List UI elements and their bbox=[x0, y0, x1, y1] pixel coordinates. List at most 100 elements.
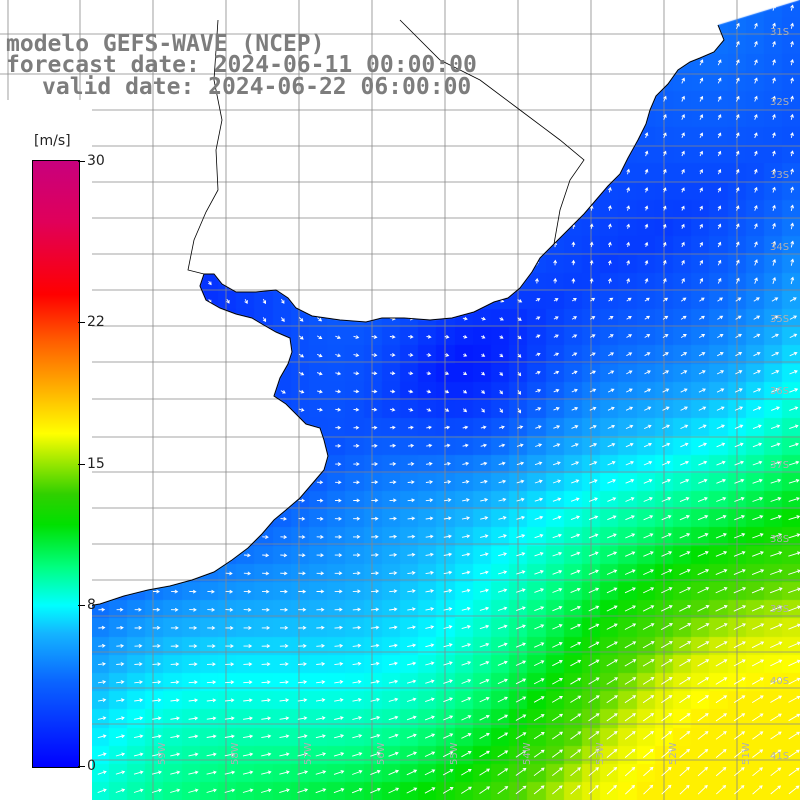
wind-arrow bbox=[516, 534, 526, 539]
wind-arrow bbox=[789, 369, 798, 375]
wind-arrow bbox=[497, 606, 508, 611]
wind-arrow bbox=[606, 569, 618, 575]
wind-arrow bbox=[298, 371, 305, 376]
wind-arrow bbox=[261, 589, 270, 594]
wind-arrow bbox=[644, 223, 649, 229]
wind-arrow bbox=[661, 713, 673, 722]
colorbar-tick bbox=[78, 463, 85, 465]
wind-arrow bbox=[642, 677, 655, 685]
wind-arrow bbox=[772, 222, 776, 230]
wind-arrow bbox=[735, 205, 740, 211]
wind-arrow bbox=[371, 425, 378, 430]
wind-arrow bbox=[152, 752, 162, 757]
wind-arrow bbox=[644, 132, 649, 139]
wind-arrow bbox=[662, 297, 669, 302]
wind-arrow bbox=[588, 587, 600, 594]
wind-arrow bbox=[480, 479, 488, 484]
wind-arrow bbox=[498, 425, 505, 430]
wind-arrow bbox=[754, 241, 758, 248]
wind-arrow bbox=[517, 335, 522, 340]
wind-arrow bbox=[734, 496, 745, 502]
wind-arrow bbox=[589, 461, 598, 466]
wind-arrow bbox=[753, 388, 762, 393]
colorbar-tick-label: 0 bbox=[87, 758, 96, 774]
wind-arrow bbox=[715, 569, 728, 576]
wind-arrow bbox=[734, 478, 745, 484]
wind-arrow bbox=[424, 769, 436, 776]
wind-arrow bbox=[406, 697, 417, 702]
wind-arrow bbox=[553, 334, 559, 338]
wind-arrow bbox=[662, 168, 667, 175]
wind-arrow bbox=[443, 625, 453, 629]
wind-arrow bbox=[406, 661, 417, 666]
wind-arrow bbox=[551, 696, 563, 703]
wind-arrow bbox=[735, 223, 740, 229]
wind-arrow bbox=[280, 553, 288, 558]
wind-arrow bbox=[188, 680, 198, 685]
wind-arrow bbox=[589, 406, 597, 411]
wind-arrow bbox=[770, 623, 783, 630]
longitude-label: 59W bbox=[157, 742, 168, 765]
wind-arrow bbox=[698, 370, 706, 375]
wind-arrow bbox=[790, 4, 794, 11]
wind-arrow bbox=[171, 589, 179, 594]
wind-arrow bbox=[316, 335, 323, 340]
wind-arrow bbox=[479, 606, 490, 611]
wind-arrow bbox=[426, 443, 433, 448]
wind-arrow bbox=[680, 297, 687, 302]
wind-arrow bbox=[389, 389, 396, 394]
wind-arrow bbox=[316, 607, 325, 612]
longitude-label: 58W bbox=[230, 742, 241, 765]
wind-arrow bbox=[370, 679, 380, 684]
wind-arrow bbox=[733, 695, 746, 703]
wind-arrow bbox=[788, 785, 800, 795]
wind-arrow bbox=[425, 461, 433, 466]
wind-arrow bbox=[754, 95, 758, 102]
wind-arrow bbox=[770, 749, 782, 758]
wind-arrow bbox=[735, 315, 742, 320]
wind-arrow bbox=[607, 259, 612, 266]
wind-arrow bbox=[660, 641, 673, 649]
wind-arrow bbox=[152, 644, 161, 648]
wind-arrow bbox=[589, 388, 597, 393]
wind-arrow bbox=[752, 460, 763, 466]
wind-arrow bbox=[225, 680, 235, 685]
wind-arrow bbox=[425, 661, 435, 666]
wind-arrow bbox=[426, 389, 432, 394]
wind-arrow bbox=[407, 443, 415, 448]
wind-arrow bbox=[298, 625, 307, 630]
wind-arrow bbox=[97, 680, 107, 684]
wind-arrow bbox=[644, 187, 649, 193]
wind-arrow bbox=[516, 588, 526, 593]
wind-arrow bbox=[353, 425, 360, 430]
wind-arrow bbox=[699, 169, 703, 175]
wind-arrow bbox=[533, 696, 545, 703]
wind-arrow bbox=[316, 589, 325, 594]
wind-arrow bbox=[624, 766, 636, 777]
wind-arrow bbox=[552, 642, 563, 648]
wind-arrow bbox=[370, 625, 380, 630]
wind-arrow bbox=[206, 662, 216, 667]
wind-arrow bbox=[733, 713, 746, 722]
wind-arrow bbox=[389, 552, 398, 557]
wind-arrow bbox=[661, 587, 673, 594]
wind-arrow bbox=[443, 570, 453, 575]
wind-arrow bbox=[116, 607, 124, 612]
wind-arrow bbox=[516, 570, 526, 575]
wind-arrow bbox=[643, 569, 654, 576]
wind-arrow bbox=[624, 695, 637, 704]
wind-arrow bbox=[370, 787, 381, 794]
wind-arrow bbox=[735, 187, 740, 193]
wind-arrow bbox=[734, 767, 745, 777]
wind-arrow bbox=[534, 461, 543, 466]
wind-arrow bbox=[207, 589, 215, 594]
wind-arrow bbox=[170, 716, 180, 721]
wind-arrow bbox=[115, 716, 125, 721]
wind-arrow bbox=[480, 461, 488, 466]
wind-arrow bbox=[261, 734, 272, 739]
wind-arrow bbox=[444, 408, 450, 412]
wind-arrow bbox=[570, 695, 582, 703]
wind-arrow bbox=[770, 551, 783, 557]
wind-arrow bbox=[626, 370, 633, 375]
wind-arrow bbox=[772, 4, 776, 11]
